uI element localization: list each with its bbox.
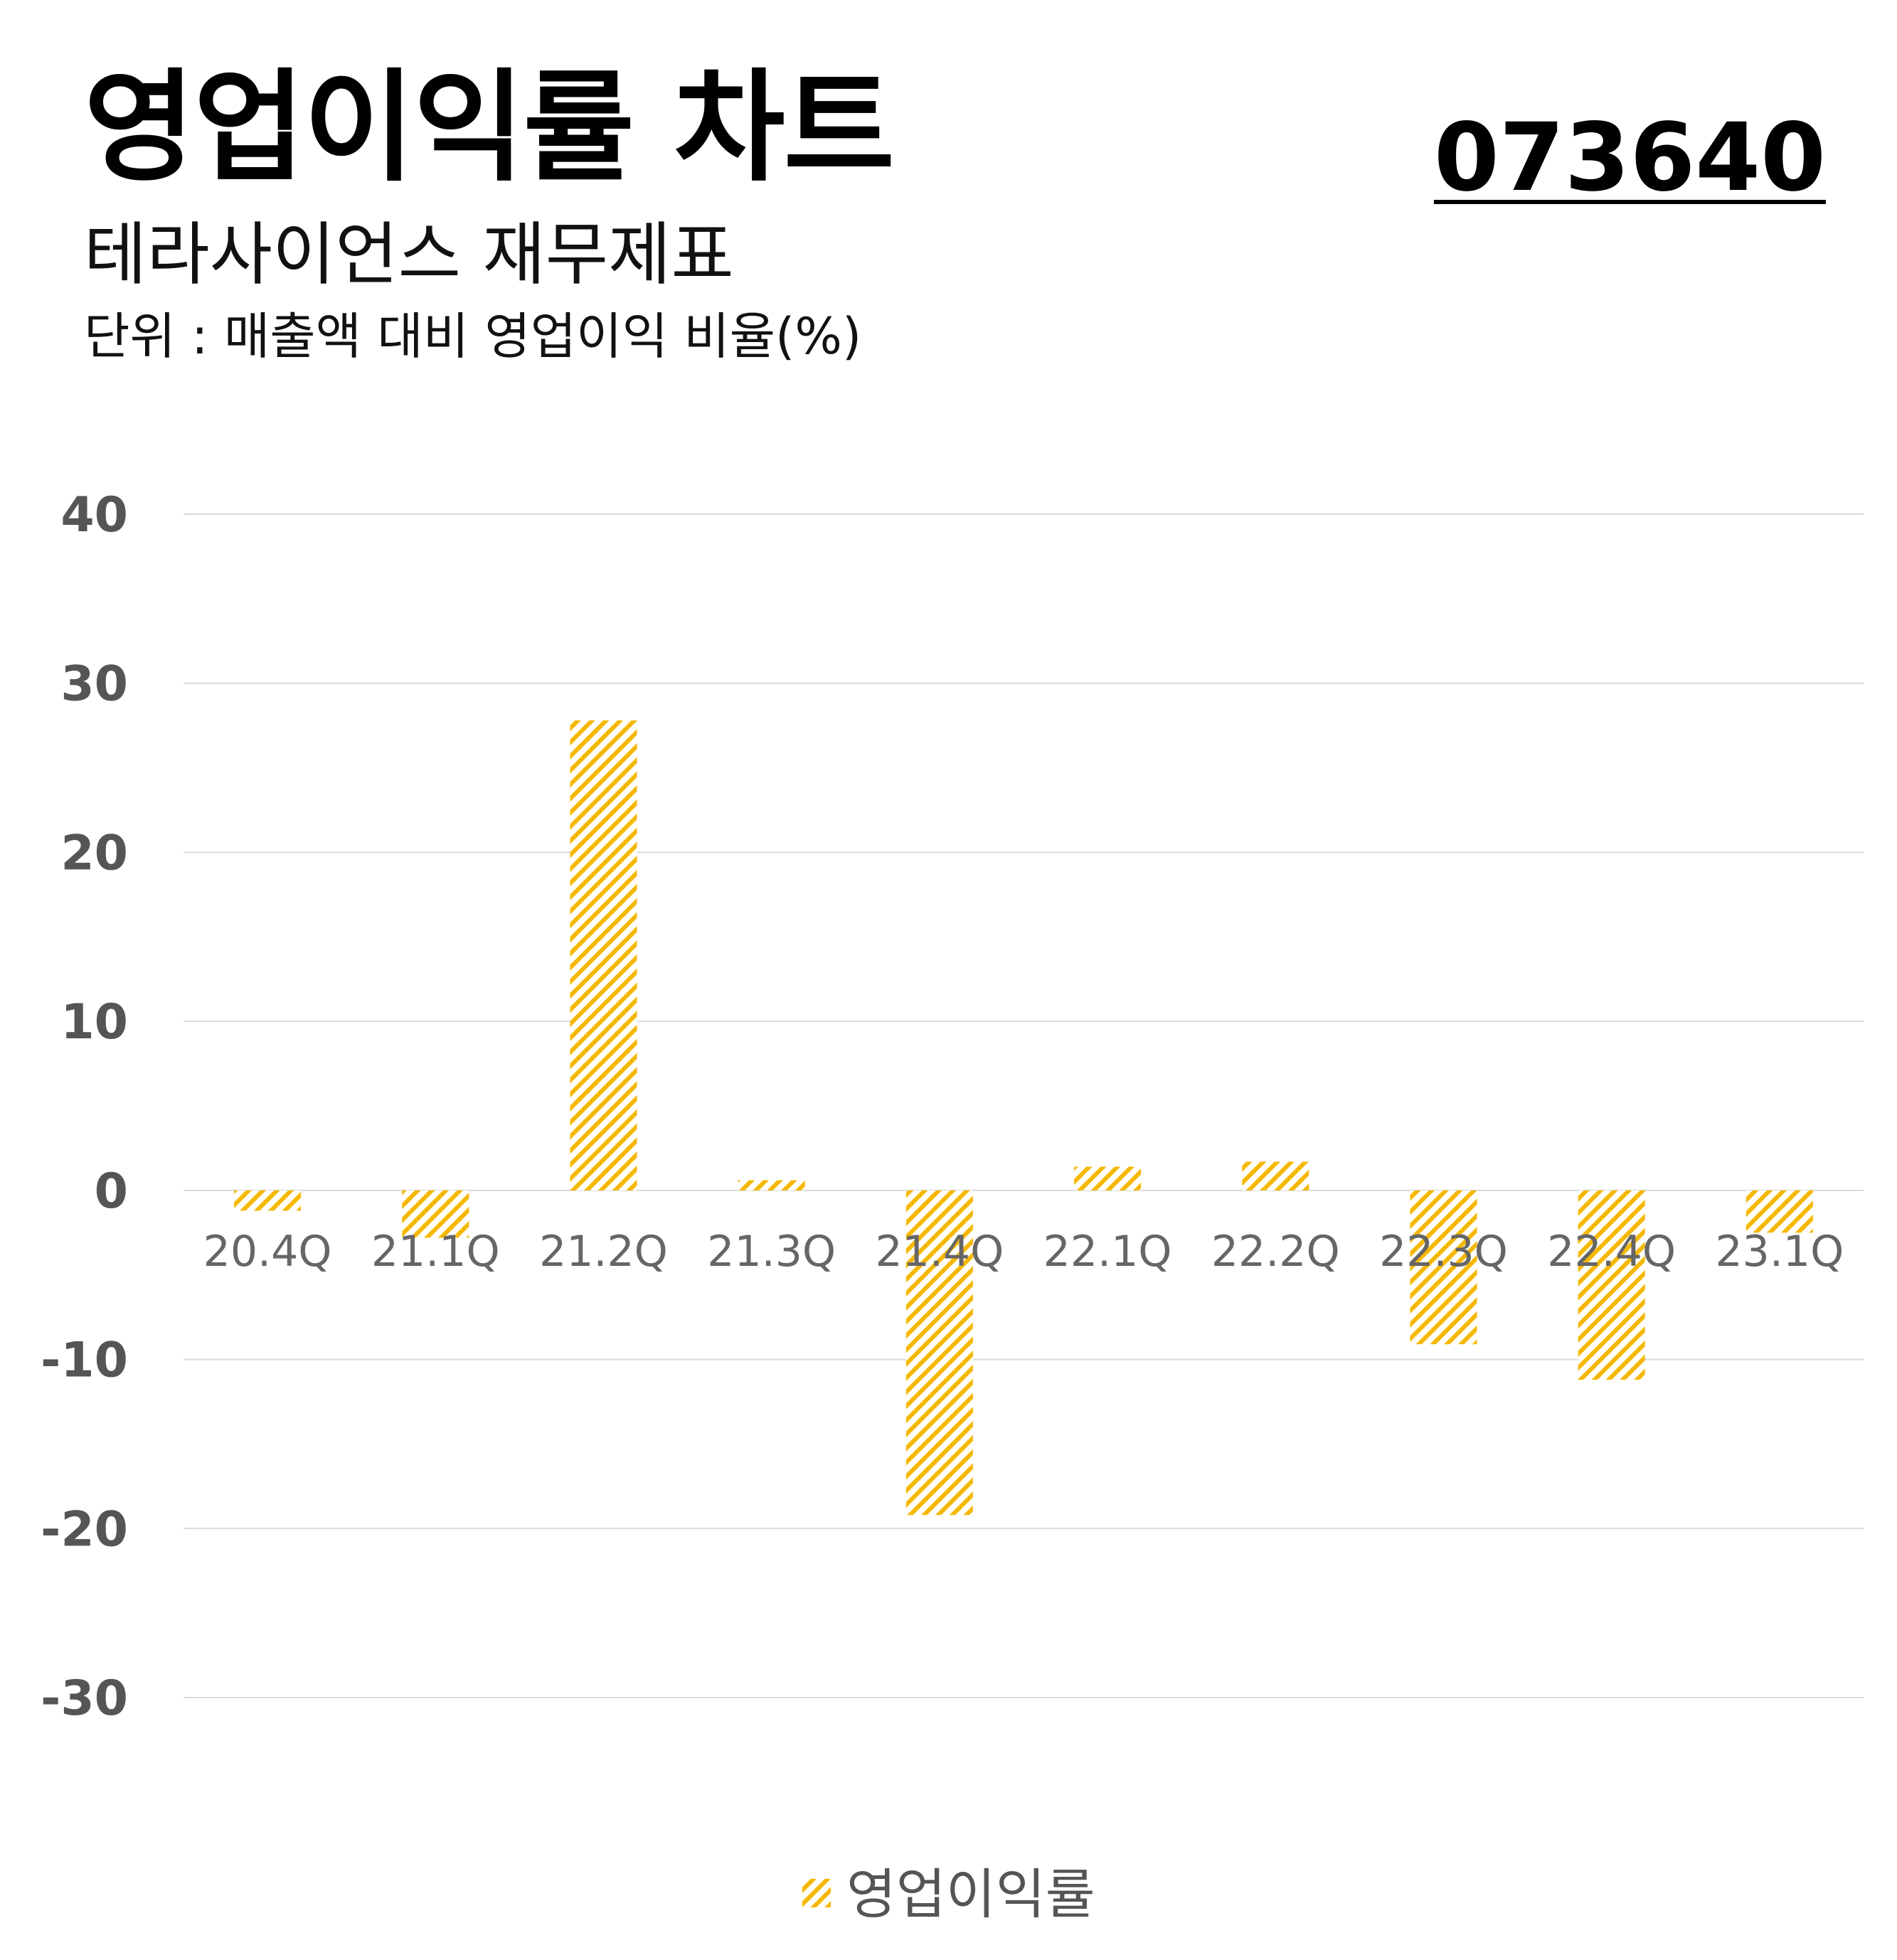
bars [234, 720, 1813, 1516]
x-tick-label: 21.3Q [707, 1227, 836, 1277]
legend: 영업이익률 [802, 1863, 1095, 1926]
chart-title: 영업이익률 차트 [84, 58, 895, 198]
bar [570, 720, 637, 1191]
x-tick-label: 22.3Q [1379, 1227, 1508, 1277]
x-axis-ticks: 20.4Q 21.1Q 21.2Q 21.3Q 21.4Q 22.1Q 22.2Q 22.3Q… [203, 1227, 1844, 1277]
x-tick-label: 21.4Q [875, 1227, 1004, 1277]
bar [1745, 1190, 1813, 1233]
bar [738, 1180, 805, 1191]
bar [1242, 1161, 1309, 1191]
x-tick-label: 20.4Q [203, 1227, 332, 1277]
bar [402, 1190, 469, 1238]
y-tick-label: 30 [60, 656, 128, 713]
x-tick-label: 23.1Q [1715, 1227, 1844, 1277]
bar [234, 1190, 302, 1211]
bar [1410, 1190, 1477, 1345]
bar [905, 1190, 973, 1516]
x-tick-label: 22.1Q [1043, 1227, 1172, 1277]
y-tick-label: -10 [41, 1333, 128, 1389]
chart-subtitle: 테라사이언스 재무제표 [84, 215, 734, 294]
x-tick-label: 21.2Q [539, 1227, 668, 1277]
bar [1074, 1166, 1142, 1191]
legend-swatch [802, 1879, 831, 1907]
bar [1578, 1190, 1645, 1380]
x-tick-label: 22.2Q [1211, 1227, 1340, 1277]
y-tick-label: -20 [41, 1501, 128, 1557]
y-tick-label: 40 [60, 487, 128, 543]
unit-label: 단위 : 매출액 대비 영업이익 비율(%) [84, 307, 862, 366]
y-tick-label: -30 [41, 1671, 128, 1727]
y-tick-label: 20 [60, 825, 128, 881]
legend-label: 영업이익률 [846, 1863, 1095, 1926]
stock-code: 073640 [1433, 103, 1826, 213]
y-tick-label: 10 [60, 994, 128, 1050]
grid-lines [184, 513, 1864, 1698]
x-tick-label: 21.1Q [371, 1227, 500, 1277]
y-axis-ticks: 40 30 20 10 0 -10 -20 -30 [41, 487, 128, 1727]
y-tick-label: 0 [95, 1163, 128, 1220]
x-tick-label: 22.4Q [1547, 1227, 1676, 1277]
